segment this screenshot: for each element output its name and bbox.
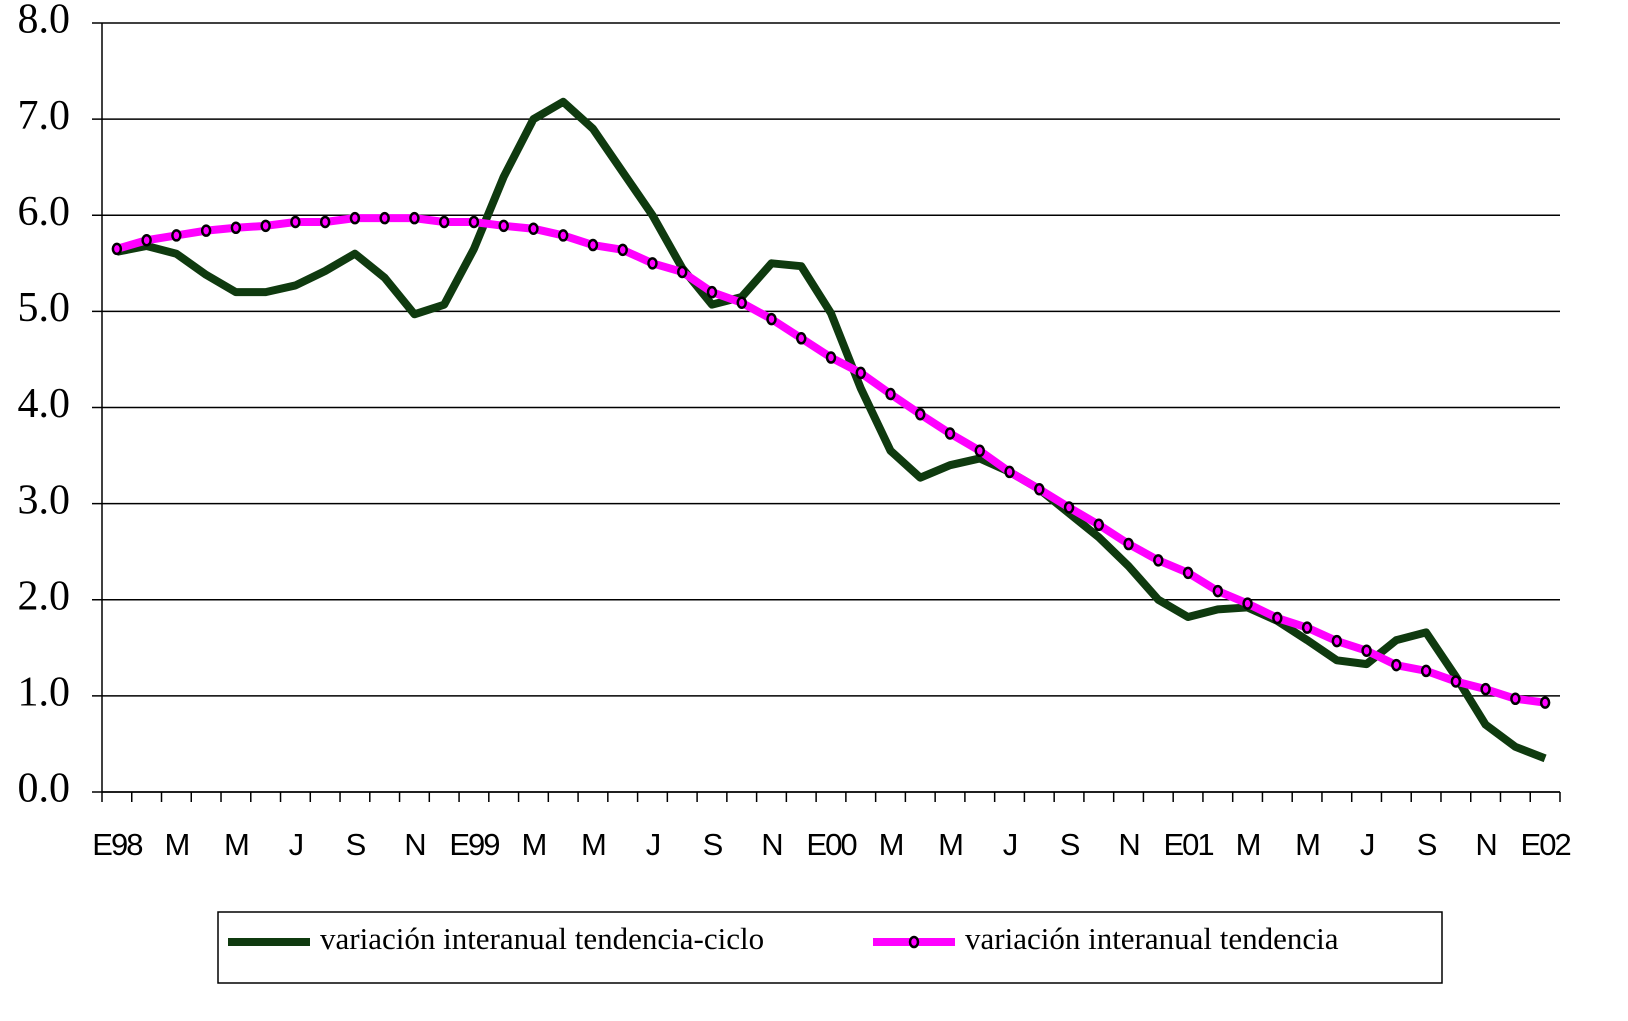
- y-tick-label: 5.0: [18, 285, 71, 331]
- point-marker: [617, 243, 628, 257]
- series-line: [115, 214, 1546, 707]
- point-marker: [1093, 518, 1105, 532]
- point-marker: [1361, 644, 1372, 657]
- point-marker: [528, 222, 539, 235]
- point-marker: [171, 229, 182, 242]
- point-marker: [855, 366, 867, 380]
- x-tick-label: N: [1118, 827, 1138, 862]
- x-tick-label: J: [289, 827, 303, 862]
- y-tick-label: 4.0: [18, 381, 71, 427]
- point-marker: [974, 444, 986, 458]
- point-marker: [468, 215, 480, 229]
- legend-marker: [908, 935, 920, 949]
- legend-label: variación interanual tendencia-ciclo: [320, 921, 764, 956]
- x-tick-label: S: [346, 827, 366, 862]
- point-marker: [200, 224, 212, 237]
- x-tick-label: N: [1475, 827, 1495, 862]
- legend-box: [217, 911, 1443, 984]
- point-marker: [498, 219, 509, 233]
- x-tick-label: E99: [449, 827, 499, 862]
- x-tick-label: S: [1417, 827, 1437, 862]
- x-tick-label: M: [938, 827, 962, 862]
- x-tick-label: N: [404, 827, 424, 862]
- x-tick-label: M: [581, 827, 605, 862]
- x-tick-label: E02: [1521, 827, 1571, 862]
- x-tick-label: S: [1060, 827, 1080, 862]
- x-tick-label: M: [224, 827, 248, 862]
- x-tick-label: S: [703, 827, 723, 862]
- point-marker: [1480, 682, 1491, 696]
- y-tick-label: 6.0: [18, 189, 71, 235]
- point-marker: [1450, 675, 1462, 688]
- point-marker: [557, 229, 569, 242]
- point-marker: [141, 233, 152, 247]
- legend-label: variación interanual tendencia: [965, 921, 1339, 956]
- x-tick-label: M: [164, 827, 188, 862]
- x-tick-label: E00: [806, 827, 857, 862]
- point-marker: [379, 211, 390, 225]
- point-marker: [1063, 501, 1075, 514]
- point-marker: [1510, 692, 1521, 706]
- point-marker: [1242, 597, 1253, 610]
- point-marker: [290, 215, 301, 229]
- point-marker: [1420, 664, 1432, 678]
- y-tick-label: 0.0: [18, 766, 71, 812]
- point-marker: [1004, 465, 1015, 479]
- point-marker: [1272, 611, 1283, 625]
- y-tick-label: 7.0: [18, 93, 71, 139]
- point-marker: [1301, 621, 1313, 634]
- point-marker: [676, 265, 688, 279]
- y-tick-label: 1.0: [18, 670, 71, 716]
- point-marker: [349, 211, 361, 225]
- point-marker: [1123, 537, 1134, 551]
- point-marker: [1153, 554, 1164, 567]
- series-line: [116, 97, 1547, 763]
- point-marker: [230, 221, 242, 234]
- point-marker: [647, 257, 658, 270]
- point-marker: [1182, 566, 1194, 580]
- point-marker: [706, 285, 718, 299]
- point-marker: [587, 238, 599, 252]
- x-tick-label: M: [522, 827, 546, 862]
- point-marker: [736, 296, 747, 309]
- point-marker: [1212, 584, 1224, 598]
- point-marker: [766, 312, 777, 326]
- point-marker: [915, 407, 926, 421]
- x-tick-label: N: [761, 827, 781, 862]
- x-tick-label: J: [646, 827, 660, 862]
- point-marker: [319, 215, 331, 229]
- point-marker: [885, 387, 896, 401]
- y-tick-label: 2.0: [18, 573, 71, 619]
- point-marker: [1391, 658, 1402, 672]
- x-tick-label: M: [1295, 827, 1319, 862]
- x-tick-label: E01: [1163, 827, 1213, 862]
- point-marker: [1331, 634, 1343, 648]
- y-tick-label: 8.0: [18, 0, 71, 43]
- x-tick-label: M: [1236, 827, 1260, 862]
- point-marker: [438, 215, 450, 229]
- point-marker: [944, 427, 956, 440]
- point-marker: [825, 351, 837, 364]
- point-marker: [260, 219, 271, 233]
- point-marker: [1539, 696, 1551, 709]
- x-tick-label: E98: [92, 827, 142, 862]
- point-marker: [795, 332, 807, 345]
- point-marker: [409, 211, 420, 225]
- x-tick-label: J: [1360, 827, 1374, 862]
- x-tick-label: M: [879, 827, 903, 862]
- y-tick-label: 3.0: [18, 477, 71, 523]
- point-marker: [111, 242, 123, 256]
- point-marker: [1034, 482, 1045, 496]
- x-tick-label: J: [1003, 827, 1017, 862]
